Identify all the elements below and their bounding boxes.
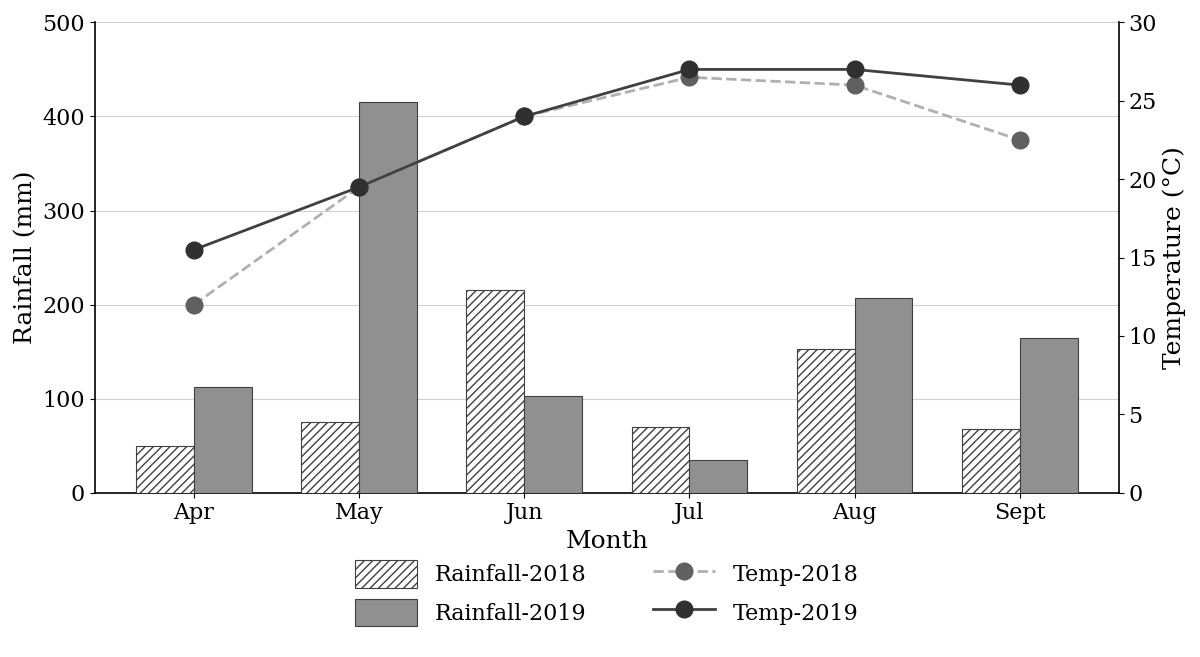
Bar bbox=[137, 445, 194, 493]
Bar bbox=[690, 460, 748, 493]
Y-axis label: Temperature (°C): Temperature (°C) bbox=[1163, 146, 1186, 369]
Bar bbox=[797, 349, 854, 493]
Bar bbox=[359, 102, 416, 493]
Bar bbox=[854, 298, 912, 493]
Bar bbox=[1020, 338, 1078, 493]
Bar bbox=[524, 396, 582, 493]
Y-axis label: Rainfall (mm): Rainfall (mm) bbox=[14, 171, 37, 344]
Bar bbox=[194, 388, 252, 493]
Bar bbox=[631, 427, 690, 493]
Bar bbox=[467, 290, 524, 493]
Bar bbox=[962, 429, 1020, 493]
X-axis label: Month: Month bbox=[565, 530, 648, 553]
Legend: Rainfall-2018, Rainfall-2019, Temp-2018, Temp-2019: Rainfall-2018, Rainfall-2019, Temp-2018,… bbox=[343, 549, 870, 637]
Bar bbox=[301, 422, 359, 493]
